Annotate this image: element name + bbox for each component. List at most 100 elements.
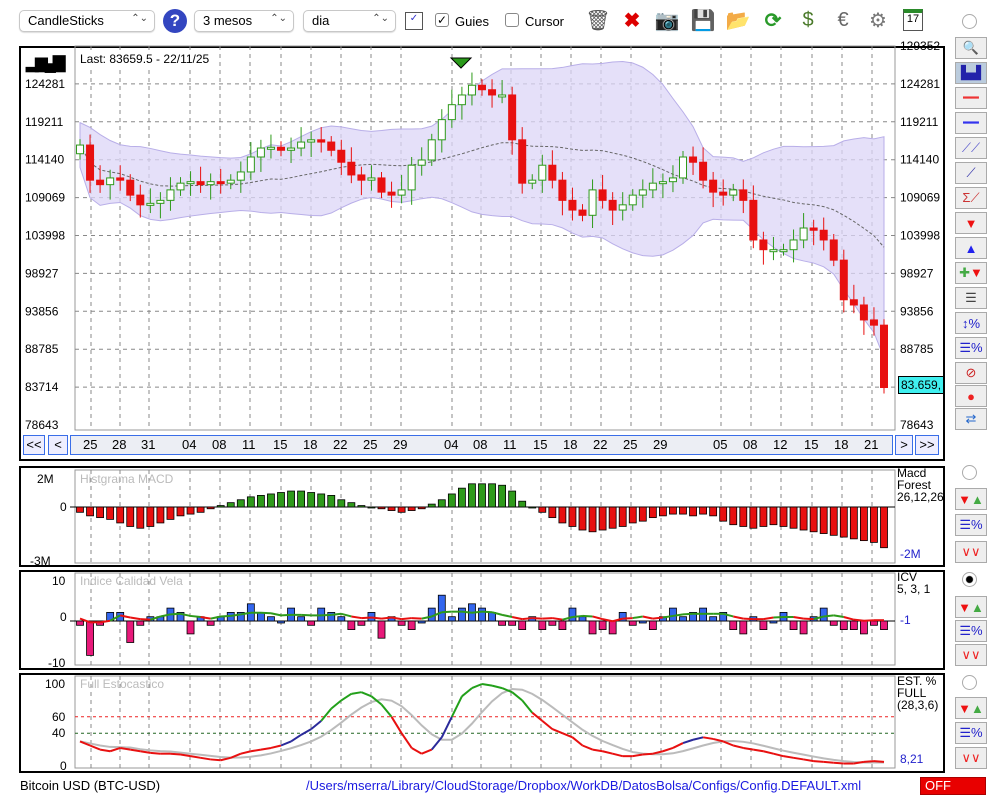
icv-signal-line bbox=[411, 617, 422, 620]
nav-first-button[interactable]: << bbox=[23, 435, 45, 455]
icv-bar bbox=[457, 607, 466, 622]
trash-icon[interactable]: 🗑 bbox=[585, 9, 611, 32]
red-line-button[interactable]: ━━ bbox=[955, 87, 987, 109]
euro-icon[interactable]: € bbox=[837, 8, 849, 31]
stoch-k-line bbox=[170, 752, 181, 756]
icv-signal-line bbox=[381, 616, 392, 620]
icv-signal-line bbox=[180, 612, 191, 617]
nav-prev-button[interactable]: < bbox=[48, 435, 68, 455]
stoch-percent-button[interactable]: ☰% bbox=[955, 722, 987, 744]
candle bbox=[789, 229, 798, 263]
blue-line-button[interactable]: ━━ bbox=[955, 112, 987, 134]
date-tick-label: 11 bbox=[242, 437, 256, 452]
sell-arrow-button[interactable]: ▼ bbox=[955, 212, 987, 234]
add-signal-button[interactable]: ✚▼ bbox=[955, 262, 987, 284]
calendar-day: 17 bbox=[906, 13, 920, 25]
macd-curve-button[interactable]: ∨∨ bbox=[955, 541, 987, 563]
calendar-icon[interactable]: 17 bbox=[903, 9, 923, 31]
panel-radio-icv[interactable] bbox=[962, 572, 977, 587]
macd-bar bbox=[297, 490, 306, 508]
icv-signal-line bbox=[592, 615, 603, 621]
chart-type-select[interactable]: CandleSticks ⌃⌄ bbox=[19, 10, 155, 32]
cursor-checkbox[interactable] bbox=[505, 13, 519, 27]
icv-bar bbox=[789, 620, 798, 631]
refresh-icon[interactable]: ⟳ bbox=[764, 9, 782, 32]
save-icon[interactable]: 💾 bbox=[690, 9, 716, 32]
stoch-k-line bbox=[220, 756, 231, 762]
chart-window-icon[interactable]: ✓ bbox=[405, 12, 423, 30]
oscillator-curve-icon: ∨∨ bbox=[961, 544, 981, 559]
percent-lines-button[interactable]: ☰% bbox=[955, 337, 987, 359]
buy-arrow-button[interactable]: ▲ bbox=[955, 237, 987, 259]
interval-select[interactable]: dia ⌃⌄ bbox=[303, 10, 396, 32]
swap-arrows-icon: ⇄ bbox=[965, 411, 977, 426]
guides-checkbox[interactable]: ✓ bbox=[435, 13, 449, 27]
icv-bar bbox=[126, 620, 135, 643]
macd-signals-button[interactable]: ▼▲ bbox=[955, 488, 987, 510]
stoch-k-line bbox=[491, 684, 503, 690]
macd-percent-button[interactable]: ☰% bbox=[955, 514, 987, 536]
grid-lines-button[interactable]: ☰ bbox=[955, 287, 987, 309]
settings-icon[interactable]: ⚙ bbox=[869, 9, 887, 32]
panel-radio-main[interactable] bbox=[962, 14, 977, 29]
stoch-signals-button[interactable]: ▼▲ bbox=[955, 697, 987, 719]
nav-last-button[interactable]: >> bbox=[915, 435, 939, 455]
stoch-curve-button[interactable]: ∨∨ bbox=[955, 747, 987, 769]
camera-icon[interactable]: 📷 bbox=[654, 9, 680, 32]
sync-icon[interactable]: $ bbox=[802, 8, 814, 31]
folder-icon[interactable]: 📂 bbox=[725, 9, 751, 32]
icv-curve-button[interactable]: ∨∨ bbox=[955, 644, 987, 666]
icv-signal-line bbox=[270, 612, 282, 617]
clear-button[interactable]: ⊘ bbox=[955, 362, 987, 384]
icv-signal-line bbox=[481, 610, 493, 614]
icv-bar bbox=[568, 607, 577, 622]
swap-button[interactable]: ⇄ bbox=[955, 408, 987, 430]
macd-bar bbox=[216, 505, 225, 508]
icv-percent-button[interactable]: ☰% bbox=[955, 620, 987, 642]
stoch-k-line bbox=[310, 720, 322, 730]
stoch-k-line bbox=[461, 687, 473, 698]
candle-body bbox=[307, 139, 316, 143]
stoch-k-line bbox=[531, 711, 543, 722]
icv-signal-line bbox=[301, 613, 312, 617]
icv-signals-button[interactable]: ▼▲ bbox=[955, 596, 987, 618]
macd-bar bbox=[528, 506, 537, 509]
date-tick-label: 11 bbox=[503, 437, 517, 452]
config-path-link[interactable]: /Users/mserra/Library/CloudStorage/Dropb… bbox=[306, 778, 862, 793]
candle-body bbox=[266, 146, 275, 150]
price-tick-right: 103998 bbox=[900, 229, 940, 243]
percent-range-icon: ↕% bbox=[961, 315, 981, 331]
candle bbox=[417, 147, 426, 176]
period-select[interactable]: 3 mesos ⌃⌄ bbox=[194, 10, 294, 32]
price-tick-left: 88785 bbox=[25, 342, 59, 356]
nav-next-button[interactable]: > bbox=[895, 435, 913, 455]
macd-bar bbox=[608, 506, 617, 529]
candle-body bbox=[859, 304, 868, 321]
macd-bar bbox=[166, 506, 175, 520]
candlestick-chart[interactable]: 129352 124281 124281 119211 119211 114140 1141… bbox=[0, 0, 950, 470]
stoch-k-line bbox=[773, 752, 784, 758]
candle bbox=[216, 168, 225, 194]
delete-icon[interactable]: ✖ bbox=[623, 9, 641, 32]
macd-bar bbox=[819, 506, 828, 534]
channel-button[interactable]: ⟋⟋ bbox=[955, 137, 987, 159]
panel-radio-macd[interactable] bbox=[962, 465, 977, 480]
trendline-button[interactable]: ⟋ bbox=[955, 162, 987, 184]
record-button[interactable]: ● bbox=[955, 385, 987, 407]
volume-overlay-button[interactable]: ▙▟ bbox=[955, 62, 987, 84]
panel-radio-stoch[interactable] bbox=[962, 675, 977, 690]
percent-range-button[interactable]: ↕% bbox=[955, 312, 987, 334]
date-tick-label: 29 bbox=[393, 437, 408, 452]
help-icon[interactable]: ? bbox=[163, 9, 187, 33]
price-tick-left: 93856 bbox=[25, 304, 59, 318]
candle bbox=[166, 177, 175, 211]
macd-bar bbox=[327, 495, 336, 508]
stoch-title: Full Estocastico bbox=[80, 677, 164, 691]
sum-trendline-button[interactable]: Σ⟋ bbox=[955, 187, 987, 209]
icv-signal-line bbox=[79, 617, 91, 624]
zoom-tool-button[interactable]: 🔍 bbox=[955, 37, 987, 59]
date-scrollbar[interactable] bbox=[70, 435, 893, 455]
status-off-badge[interactable]: OFF bbox=[920, 777, 986, 795]
indicator-charts[interactable]: Histgrama MACD 2M 0 -3M Indice Calidad Vela 1… bbox=[0, 460, 950, 780]
stoch-k-line bbox=[783, 755, 794, 759]
